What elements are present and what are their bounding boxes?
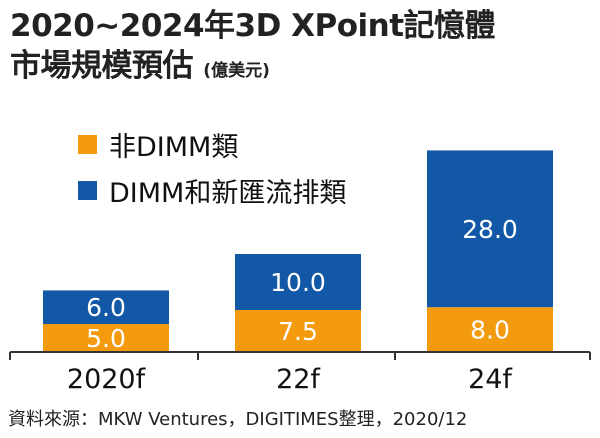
legend-swatch-dimm xyxy=(78,180,97,200)
bar-non-dimm-22f xyxy=(235,310,361,352)
title-line-2: 市場規模預估 (億美元) xyxy=(10,46,590,91)
data-label-non-dimm-24f: 8.0 xyxy=(470,316,510,345)
chart-title: 2020~2024年3D XPoint記憶體 市場規模預估 (億美元) xyxy=(10,6,590,91)
legend-swatch-non-dimm xyxy=(78,134,97,154)
legend-item-dimm: DIMM和新匯流排類 xyxy=(78,172,347,209)
x-tick-label-22f: 22f xyxy=(276,364,321,395)
title-line-2-text: 市場規模預估 xyxy=(10,48,194,84)
title-line-1: 2020~2024年3D XPoint記憶體 xyxy=(10,8,496,44)
x-tick-label-2020f: 2020f xyxy=(67,364,147,395)
data-label-non-dimm-2020f: 5.0 xyxy=(86,324,126,353)
legend: 非DIMM類 DIMM和新匯流排類 xyxy=(78,126,346,218)
data-label-dimm-24f: 28.0 xyxy=(462,215,518,244)
bar-non-dimm-2020f xyxy=(43,324,169,352)
x-tick-label-24f: 24f xyxy=(468,364,513,395)
data-label-dimm-22f: 10.0 xyxy=(270,268,326,297)
data-label-non-dimm-22f: 7.5 xyxy=(278,317,318,346)
data-label-dimm-2020f: 6.0 xyxy=(86,293,126,322)
unit-label: (億美元) xyxy=(203,61,270,81)
bar-dimm-24f xyxy=(427,150,553,308)
legend-label-non-dimm: 非DIMM類 xyxy=(109,131,239,163)
legend-label-dimm: DIMM和新匯流排類 xyxy=(109,177,347,209)
bar-dimm-2020f xyxy=(43,290,169,324)
source-note: 資料來源：MKW Ventures，DIGITIMES整理，2020/12 xyxy=(8,409,468,430)
bar-dimm-22f xyxy=(235,254,361,310)
legend-item-non-dimm: 非DIMM類 xyxy=(78,126,346,163)
bar-non-dimm-24f xyxy=(427,307,553,352)
